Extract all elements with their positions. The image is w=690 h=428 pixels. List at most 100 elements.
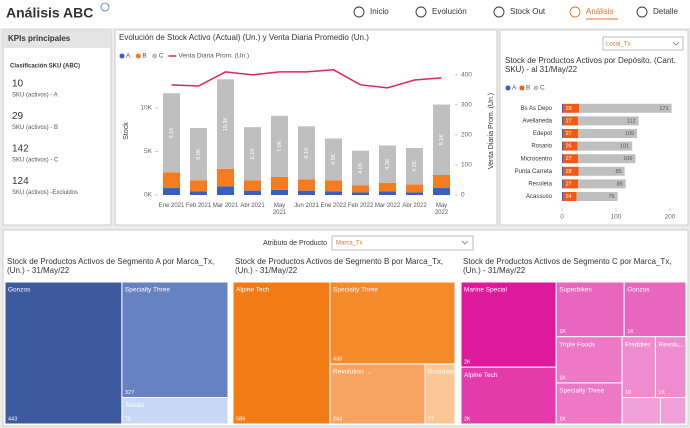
y-tick-label: Edepot [533,131,552,137]
cell-label: Revolution ... [333,369,371,376]
chevron [672,41,680,46]
kpi-subtitle: Clasificación SKU (ABC) [10,64,80,70]
cell-value: 244 [333,416,342,422]
bar-segment [217,168,234,187]
data-label: 10.3K [223,117,229,132]
bar-segment [271,115,288,177]
bar-segment [433,174,450,189]
y-tick-label: Punta Carreta [515,169,553,175]
bar-segment [271,176,288,190]
cell-label: Freddies [625,341,651,348]
data-label: 88 [617,181,623,187]
data-label: 112 [627,118,636,124]
data-label: 27 [566,131,572,137]
bar-segment [163,188,180,195]
data-label: 106 [623,156,632,162]
legend-swatch [519,85,525,91]
chart-title: Stock de Productos Activos de Segmento A… [7,257,215,276]
data-label: 9.1K [169,127,175,139]
y2-tick-label: 300 [461,102,472,109]
x-tick-label: Abr 2021 [240,203,265,209]
chart-title: Stock de Productos Activos de Segmento C… [463,257,672,276]
data-label: 24 [566,194,572,200]
legend-label: A [126,53,131,60]
cell-value: 2K [464,416,471,422]
data-label: 76 [608,194,614,200]
kpi-label: SKU (activos) - B [12,125,58,131]
legend-swatch [152,53,158,59]
nav-item[interactable]: Análisis [586,7,614,16]
bar-segment [406,192,423,195]
treemap-cell [329,281,456,365]
nav-item[interactable]: Detalle [653,7,678,16]
info-icon[interactable] [100,2,110,12]
cell-value: 443 [8,416,17,422]
deposit-slicer-value[interactable]: Local_Tx [606,42,630,48]
bar-segment [379,145,396,183]
treemap-cell [659,397,687,425]
nav-icon[interactable] [569,6,581,18]
kpi-panel [2,29,112,226]
nav-icon[interactable] [636,6,648,18]
nav-item[interactable]: Inicio [370,7,389,16]
bar-segment [298,190,315,195]
bar-segment [562,141,564,151]
x-tick-label: Mar 2022 [374,203,401,209]
bar-segment [562,129,564,138]
cell-value: 438 [333,356,342,362]
bar-segment [406,184,423,193]
data-label: 27 [566,181,572,187]
bar-segment [352,185,369,193]
x-tick-label: 200 [665,214,676,221]
bar-segment [562,154,564,164]
cell-label: Alpine Tech [236,287,270,294]
bar-segment [563,103,580,113]
x-tick-label: Abr 2022 [402,203,427,209]
bar-segment [563,154,579,164]
bar-segment [352,192,369,195]
chart-title: Evolución de Stock Activo (Actual) (Un.)… [119,33,369,42]
nav-icon[interactable] [415,6,427,18]
data-label: 28 [566,169,572,175]
treemap-cell [623,281,687,338]
bar-segment [271,189,288,195]
bar-segment [578,179,626,189]
chart-title: Stock de Productos Activos por Depósito.… [505,56,676,75]
cell-label: Alpine Tech [464,372,498,379]
bar-segment [563,166,579,176]
bar-segment [190,180,207,192]
bar-segment [563,192,577,201]
treemap-cell [555,281,625,338]
bar-segment [190,191,207,195]
cell-label: Gonzos [627,287,650,294]
nav-icon[interactable] [353,6,365,18]
treemap-cell [121,281,229,399]
bar-segment [433,188,450,195]
attribute-slicer[interactable] [331,235,474,251]
bar-segment [563,116,579,126]
kpi-header [3,30,111,48]
bar-segment [190,128,207,181]
treemap-cell [621,397,661,425]
treemap-cell [460,281,557,368]
y-axis-label: Stock [123,122,130,140]
chevron [461,240,469,245]
cell-label: Marine Special [464,287,508,294]
nav-item[interactable]: Evolución [432,7,467,16]
bar-segment [578,116,639,126]
nav-item[interactable]: Stock Out [510,7,546,16]
deposit-slicer[interactable] [602,36,684,51]
legend-label: B [526,85,530,92]
cell-label: Specialty Three [559,388,604,395]
data-label: 26 [566,144,572,150]
nav-icon[interactable] [493,6,505,18]
kpi-value: 142 [12,144,29,155]
bar-segment [579,103,672,113]
cell-label: Specialty Three [333,287,378,294]
bar-segment [325,138,342,181]
x-tick-label: Ene 2021 [158,203,185,209]
bar-segment [577,141,633,151]
cell-value: 75 [125,416,131,422]
attribute-slicer-value[interactable]: Marca_Tx [336,241,363,247]
